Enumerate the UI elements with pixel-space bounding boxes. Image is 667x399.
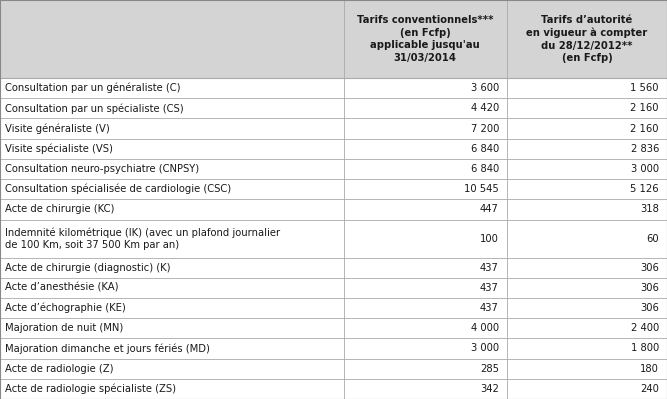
Text: 3 000: 3 000 — [631, 164, 659, 174]
Text: Visite spécialiste (VS): Visite spécialiste (VS) — [5, 144, 113, 154]
Text: Acte de chirurgie (diagnostic) (K): Acte de chirurgie (diagnostic) (K) — [5, 263, 171, 273]
Bar — [344, 0, 507, 78]
Text: Majoration dimanche et jours fériés (MD): Majoration dimanche et jours fériés (MD) — [5, 343, 210, 354]
Bar — [0, 338, 344, 359]
Bar — [0, 359, 344, 379]
Text: Consultation par un généraliste (C): Consultation par un généraliste (C) — [5, 83, 181, 93]
Text: 60: 60 — [646, 233, 659, 243]
Text: Visite généraliste (V): Visite généraliste (V) — [5, 123, 110, 134]
Text: Acte d’anesthésie (KA): Acte d’anesthésie (KA) — [5, 283, 119, 293]
Bar — [0, 98, 344, 119]
Bar — [344, 219, 507, 257]
Text: 3 600: 3 600 — [471, 83, 499, 93]
Bar — [507, 379, 667, 399]
Bar — [0, 379, 344, 399]
Bar — [344, 179, 507, 199]
Bar — [507, 119, 667, 138]
Bar — [507, 138, 667, 159]
Text: 318: 318 — [640, 204, 659, 214]
Bar — [507, 199, 667, 219]
Text: 306: 306 — [640, 303, 659, 313]
Bar — [0, 298, 344, 318]
Bar — [507, 179, 667, 199]
Bar — [507, 257, 667, 278]
Text: 2 160: 2 160 — [630, 124, 659, 134]
Bar — [0, 0, 344, 78]
Bar — [0, 138, 344, 159]
Text: 1 800: 1 800 — [631, 344, 659, 354]
Text: Indemnité kilométrique (IK) (avec un plafond journalier
de 100 Km, soit 37 500 K: Indemnité kilométrique (IK) (avec un pla… — [5, 227, 280, 250]
Bar — [344, 199, 507, 219]
Bar — [0, 278, 344, 298]
Text: 1 560: 1 560 — [630, 83, 659, 93]
Text: 240: 240 — [640, 384, 659, 394]
Text: Tarifs conventionnels***
(en Fcfp)
applicable jusqu'au
31/03/2014: Tarifs conventionnels*** (en Fcfp) appli… — [357, 16, 494, 63]
Bar — [507, 318, 667, 338]
Bar — [507, 0, 667, 78]
Bar — [507, 159, 667, 179]
Text: 5 126: 5 126 — [630, 184, 659, 194]
Bar — [344, 257, 507, 278]
Text: 2 160: 2 160 — [630, 103, 659, 113]
Text: Majoration de nuit (MN): Majoration de nuit (MN) — [5, 323, 123, 333]
Bar — [344, 78, 507, 98]
Bar — [0, 199, 344, 219]
Text: 2 400: 2 400 — [631, 323, 659, 333]
Text: 306: 306 — [640, 263, 659, 273]
Text: 285: 285 — [480, 363, 499, 374]
Bar — [507, 298, 667, 318]
Text: 10 545: 10 545 — [464, 184, 499, 194]
Text: 437: 437 — [480, 303, 499, 313]
Text: 6 840: 6 840 — [471, 164, 499, 174]
Text: 4 420: 4 420 — [471, 103, 499, 113]
Bar — [344, 159, 507, 179]
Text: 7 200: 7 200 — [470, 124, 499, 134]
Text: 2 836: 2 836 — [630, 144, 659, 154]
Bar — [344, 379, 507, 399]
Text: Consultation par un spécialiste (CS): Consultation par un spécialiste (CS) — [5, 103, 183, 114]
Bar — [0, 179, 344, 199]
Bar — [507, 78, 667, 98]
Bar — [0, 219, 344, 257]
Bar — [0, 257, 344, 278]
Text: Acte d’échographie (KE): Acte d’échographie (KE) — [5, 303, 126, 313]
Text: Acte de chirurgie (KC): Acte de chirurgie (KC) — [5, 204, 114, 214]
Text: 100: 100 — [480, 233, 499, 243]
Bar — [344, 138, 507, 159]
Bar — [0, 119, 344, 138]
Text: 437: 437 — [480, 283, 499, 293]
Bar — [0, 159, 344, 179]
Bar — [344, 98, 507, 119]
Bar — [507, 359, 667, 379]
Bar — [344, 359, 507, 379]
Text: 6 840: 6 840 — [471, 144, 499, 154]
Bar — [344, 278, 507, 298]
Text: Consultation neuro-psychiatre (CNPSY): Consultation neuro-psychiatre (CNPSY) — [5, 164, 199, 174]
Text: 4 000: 4 000 — [471, 323, 499, 333]
Bar — [344, 298, 507, 318]
Bar — [507, 278, 667, 298]
Text: 447: 447 — [480, 204, 499, 214]
Text: 437: 437 — [480, 263, 499, 273]
Bar — [0, 78, 344, 98]
Bar — [0, 318, 344, 338]
Bar — [344, 119, 507, 138]
Text: 306: 306 — [640, 283, 659, 293]
Bar — [507, 98, 667, 119]
Text: 3 000: 3 000 — [471, 344, 499, 354]
Text: Acte de radiologie (Z): Acte de radiologie (Z) — [5, 363, 113, 374]
Text: 180: 180 — [640, 363, 659, 374]
Text: Tarifs d’autorité
en vigueur à compter
du 28/12/2012**
(en Fcfp): Tarifs d’autorité en vigueur à compter d… — [526, 15, 648, 63]
Bar — [507, 219, 667, 257]
Bar — [344, 338, 507, 359]
Text: 342: 342 — [480, 384, 499, 394]
Bar — [507, 338, 667, 359]
Text: Consultation spécialisée de cardiologie (CSC): Consultation spécialisée de cardiologie … — [5, 184, 231, 194]
Bar — [344, 318, 507, 338]
Text: Acte de radiologie spécialiste (ZS): Acte de radiologie spécialiste (ZS) — [5, 384, 176, 394]
